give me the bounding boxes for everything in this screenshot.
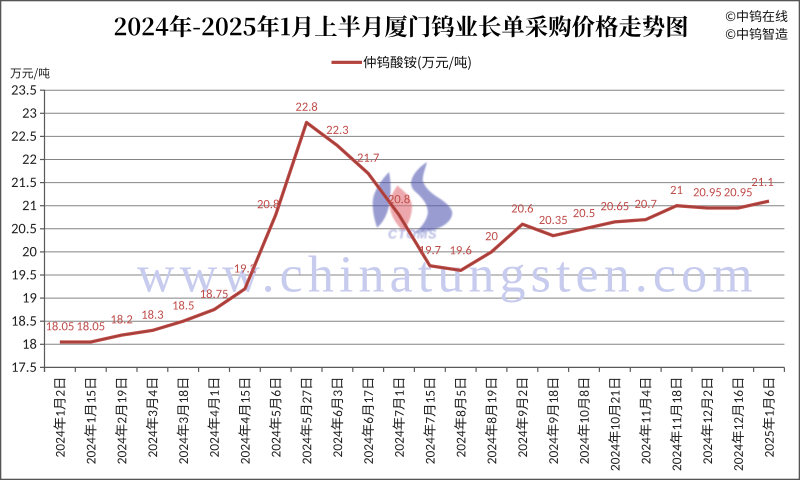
svg-text:www.chinatungsten.com: www.chinatungsten.com (137, 247, 758, 304)
